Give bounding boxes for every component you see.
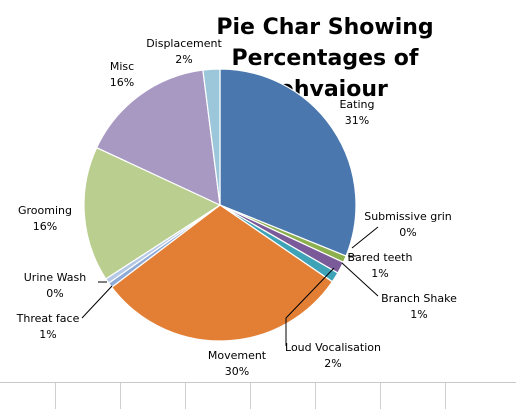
slice-label-threat-face: Threat face 1%	[16, 312, 80, 341]
slice-label-percent: 1%	[371, 267, 388, 280]
slice-label-name: Submissive grin	[364, 210, 452, 223]
pie-slice-displacement	[202, 68, 221, 206]
leader-line-branch-shake	[341, 262, 379, 297]
chart-area: Pie Char Showing Percentages of Behvaiou…	[15, 12, 500, 378]
slice-label-submissive-grin: Submissive grin 0%	[364, 210, 452, 239]
sheet-column-divider	[380, 383, 381, 409]
slice-label-percent: 0%	[46, 287, 63, 300]
spreadsheet-grid-strip	[0, 382, 516, 409]
slice-label-name: Threat face	[16, 312, 80, 325]
slice-label-name: Movement	[208, 349, 267, 362]
slice-label-movement: Movement 30%	[208, 349, 267, 378]
sheet-column-divider	[55, 383, 56, 409]
pie-slice-eating	[219, 68, 357, 257]
slice-label-percent: 1%	[410, 308, 427, 321]
slice-label-name: Displacement	[146, 37, 222, 50]
slice-label-urine-wash: Urine Wash 0%	[24, 271, 87, 300]
slice-label-bared-teeth: Bared teeth 1%	[348, 251, 413, 280]
slice-label-percent: 1%	[39, 328, 56, 341]
leader-line-threat-face	[81, 285, 113, 319]
slice-label-percent: 16%	[33, 220, 57, 233]
slice-label-percent: 2%	[175, 53, 192, 66]
pie-slices	[83, 68, 357, 342]
chart-title: Pie Char Showing Percentages of Behvaiou…	[150, 12, 500, 105]
slice-label-name: Grooming	[18, 204, 72, 217]
slice-label-name: Misc	[110, 60, 134, 73]
pie-slice-grooming	[83, 146, 222, 280]
slice-label-branch-shake: Branch Shake 1%	[381, 292, 457, 321]
slice-label-grooming: Grooming 16%	[18, 204, 72, 233]
slice-label-name: Bared teeth	[348, 251, 413, 264]
pie-slice-misc	[95, 69, 221, 207]
slice-label-loud-vocalisation: Loud Vocalisation 2%	[285, 341, 381, 370]
pie-chart: Eating 31%Submissive grin 0%Bared teeth 1%B…	[16, 37, 457, 378]
pie-slice-movement	[110, 204, 334, 342]
sheet-column-divider	[445, 383, 446, 409]
leader-line-submissive-grin	[351, 226, 379, 249]
slice-label-percent: 2%	[324, 357, 341, 370]
slice-label-displacement: Displacement 2%	[146, 37, 222, 66]
sheet-column-divider	[315, 383, 316, 409]
chart-title-line-1: Pie Char Showing Percentages of	[216, 15, 434, 71]
slice-label-percent: 31%	[345, 114, 369, 127]
slice-label-misc: Misc 16%	[110, 60, 134, 89]
slice-label-percent: 0%	[399, 226, 416, 239]
slice-label-percent: 16%	[110, 76, 134, 89]
sheet-column-divider	[120, 383, 121, 409]
slice-label-name: Branch Shake	[381, 292, 457, 305]
sheet-column-divider	[185, 383, 186, 409]
slice-labels: Eating 31%Submissive grin 0%Bared teeth 1%B…	[16, 37, 457, 378]
slice-label-eating: Eating 31%	[339, 98, 374, 127]
leader-line-loud-vocalisation	[285, 267, 335, 346]
slice-label-name: Eating	[339, 98, 374, 111]
sheet-column-divider	[250, 383, 251, 409]
slice-label-name: Urine Wash	[24, 271, 87, 284]
leader-lines	[81, 226, 379, 346]
slice-label-name: Loud Vocalisation	[285, 341, 381, 354]
slice-label-percent: 30%	[225, 365, 249, 378]
